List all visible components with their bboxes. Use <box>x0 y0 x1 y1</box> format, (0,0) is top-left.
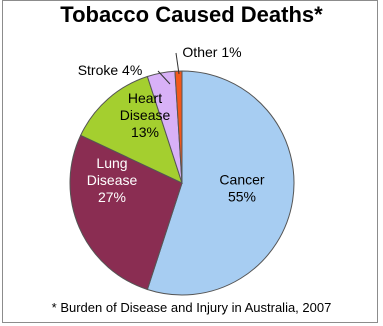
data-label-lung-disease: Lung Disease 27% <box>87 155 138 205</box>
chart-title: Tobacco Caused Deaths* <box>60 2 323 27</box>
chart-footnote: * Burden of Disease and Injury in Austra… <box>51 300 332 315</box>
leader-line-other <box>175 52 180 75</box>
data-label-cancer: Cancer 55% <box>219 172 264 205</box>
pie-slice-lung-disease <box>69 134 183 291</box>
leader-line-stroke <box>157 70 171 85</box>
data-label-heart-disease: Heart Disease 13% <box>120 90 171 140</box>
data-label-other: Other 1% <box>182 44 241 60</box>
pie-slice-heart-disease <box>79 75 183 184</box>
data-label-stroke: Stroke 4% <box>78 62 143 78</box>
pie-slice-cancer <box>146 70 295 296</box>
